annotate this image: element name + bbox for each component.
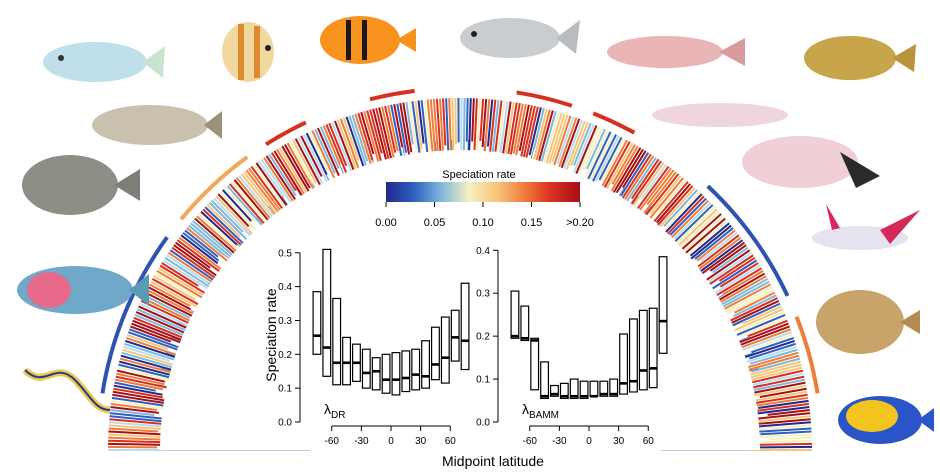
- box-10: [609, 378, 619, 397]
- panel-lambda-bamm: 0.0 0.1 0.2 0.3 0.4 -60 -30 0 30 60 λBAMM: [476, 246, 668, 447]
- fish-snailfish: [742, 136, 880, 188]
- box-15: [460, 282, 470, 371]
- box-9: [401, 350, 411, 393]
- box-11: [421, 340, 431, 389]
- fish-parrotfish: [17, 266, 149, 314]
- panel-lambda-dr: 0.0 0.1 0.2 0.3 0.4 0.5 -60 -30 0 30 60 λDR: [278, 248, 470, 447]
- box-1: [520, 305, 530, 342]
- panel-label-main: λ: [324, 401, 331, 417]
- x-tick-label: -30: [354, 436, 369, 447]
- y-tick-label: 0.2: [278, 350, 292, 361]
- fish-pufferfish: [92, 105, 222, 145]
- y-tick-label: 0.4: [476, 246, 490, 257]
- box-6: [569, 378, 579, 399]
- y-tick-label: 0.0: [476, 418, 490, 429]
- box-11: [619, 333, 629, 395]
- y-tick-label: 0.0: [278, 418, 292, 429]
- x-tick-label: 60: [643, 436, 655, 447]
- box-7: [579, 380, 589, 399]
- panel-label: λBAMM: [522, 401, 559, 421]
- legend-tick-label: 0.00: [375, 217, 396, 229]
- fish-eel: [22, 367, 111, 414]
- box-5: [559, 382, 569, 399]
- y-tick-label: 0.3: [476, 289, 490, 300]
- x-tick-label: 60: [445, 436, 457, 447]
- legend-title: Speciation rate: [442, 169, 515, 181]
- fish-rockfish: [804, 36, 916, 80]
- box-5: [361, 348, 371, 389]
- panel-label-sub: DR: [331, 410, 345, 421]
- box-8: [391, 352, 401, 396]
- fish-dartfish: [812, 204, 920, 250]
- box-12: [628, 318, 638, 393]
- x-tick-label: 0: [586, 436, 592, 447]
- box-7: [381, 353, 391, 394]
- y-axis-title: Speciation rate: [263, 288, 279, 382]
- box-13: [440, 316, 450, 384]
- box-1: [322, 248, 332, 377]
- panel-label-main: λ: [522, 401, 529, 417]
- box-14: [648, 307, 658, 389]
- box-0: [312, 291, 322, 355]
- box-3: [540, 361, 550, 399]
- box-9: [599, 380, 609, 397]
- box-15: [658, 256, 668, 354]
- legend-colorbar: [386, 182, 580, 202]
- box-0: [510, 290, 520, 339]
- x-tick-label: -60: [523, 436, 538, 447]
- legend-tick-label: >0.20: [566, 217, 594, 229]
- color-legend: Speciation rate 0.00 0.05 0.10 0.15 >0.20: [375, 169, 594, 229]
- legend-tick-label: 0.05: [424, 217, 445, 229]
- fish-illustrations: [17, 16, 934, 444]
- clade-bars: [100, 88, 820, 394]
- x-tick-label: 30: [613, 436, 625, 447]
- box-3: [342, 336, 352, 386]
- phylogeny-fan: [108, 97, 812, 451]
- box-14: [450, 309, 460, 362]
- box-10: [411, 348, 421, 391]
- box-6: [371, 357, 381, 391]
- box-4: [549, 384, 559, 397]
- x-tick-label: -30: [552, 436, 567, 447]
- legend-tick-label: 0.15: [521, 217, 542, 229]
- y-tick-label: 0.5: [278, 248, 292, 259]
- legend-tick-label: 0.10: [472, 217, 493, 229]
- x-tick-label: 30: [415, 436, 427, 447]
- box-12: [430, 326, 440, 381]
- x-tick-label: 0: [388, 436, 394, 447]
- box-2: [530, 337, 540, 391]
- x-tick-label: -60: [325, 436, 340, 447]
- y-tick-label: 0.3: [278, 316, 292, 327]
- box-13: [638, 309, 648, 391]
- legend-ticks: 0.00 0.05 0.10 0.15 >0.20: [375, 202, 594, 229]
- panel-label-sub: BAMM: [529, 410, 559, 421]
- y-tick-label: 0.4: [278, 282, 292, 293]
- x-axis-title: Midpoint latitude: [442, 453, 544, 469]
- y-tick-label: 0.1: [278, 384, 292, 395]
- fish-eelpout: [652, 103, 788, 127]
- fish-flounder: [816, 290, 920, 354]
- fish-triggerfish: [22, 155, 140, 215]
- y-tick-label: 0.2: [476, 332, 490, 343]
- fish-butterflyfish: [222, 22, 274, 82]
- panel-label: λDR: [324, 401, 345, 421]
- fish-sculpin: [607, 36, 745, 68]
- y-tick-label: 0.1: [476, 375, 490, 386]
- box-2: [332, 297, 342, 386]
- fish-angelfish: [320, 16, 416, 64]
- fish-grunt: [460, 18, 580, 58]
- fish-damselfish: [838, 396, 934, 444]
- fish-surgeonfish: [43, 42, 165, 82]
